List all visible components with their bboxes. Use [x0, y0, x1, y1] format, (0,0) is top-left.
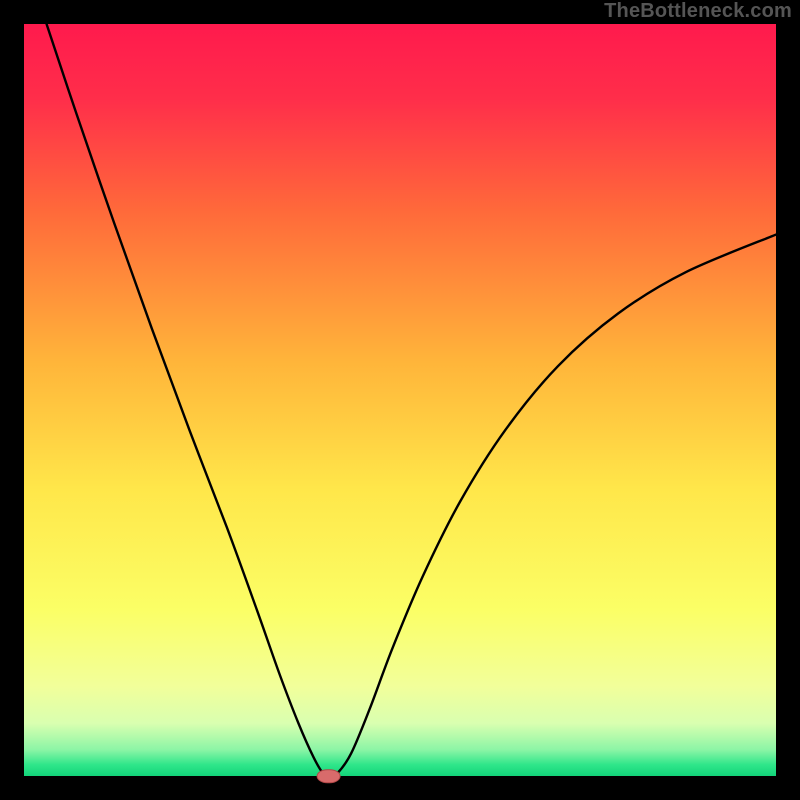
chart-frame: TheBottleneck.com — [0, 0, 800, 800]
optimal-point-marker — [316, 769, 341, 783]
watermark-text: TheBottleneck.com — [604, 0, 792, 23]
curve-path — [47, 24, 776, 776]
bottleneck-curve — [24, 24, 776, 776]
plot-area — [24, 24, 776, 776]
